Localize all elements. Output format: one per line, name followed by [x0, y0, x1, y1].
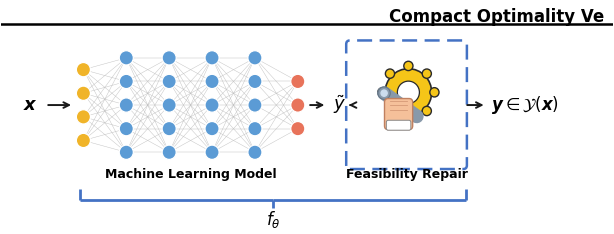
Text: $\boldsymbol{x}$: $\boldsymbol{x}$	[23, 96, 38, 114]
Text: $\boldsymbol{y} \in \mathcal{Y}(\boldsymbol{x})$: $\boldsymbol{y} \in \mathcal{Y}(\boldsym…	[491, 94, 559, 116]
Circle shape	[404, 61, 413, 71]
Circle shape	[76, 133, 90, 148]
Circle shape	[248, 98, 262, 112]
Circle shape	[422, 106, 432, 116]
Circle shape	[119, 121, 133, 136]
Circle shape	[397, 81, 419, 103]
Circle shape	[404, 114, 413, 123]
Circle shape	[205, 51, 219, 65]
Circle shape	[291, 74, 305, 89]
Circle shape	[205, 74, 219, 89]
Circle shape	[162, 145, 176, 159]
Circle shape	[291, 121, 305, 136]
Circle shape	[291, 98, 305, 112]
Circle shape	[381, 90, 387, 96]
Circle shape	[119, 98, 133, 112]
Circle shape	[205, 145, 219, 159]
FancyBboxPatch shape	[384, 99, 413, 130]
Circle shape	[248, 121, 262, 136]
Circle shape	[378, 87, 391, 99]
Circle shape	[119, 51, 133, 65]
FancyBboxPatch shape	[386, 120, 411, 130]
Circle shape	[162, 51, 176, 65]
Circle shape	[162, 121, 176, 136]
Circle shape	[386, 69, 395, 78]
Text: Feasibility Repair: Feasibility Repair	[346, 168, 467, 181]
Circle shape	[422, 69, 432, 78]
Text: Machine Learning Model: Machine Learning Model	[105, 168, 276, 181]
Text: $\tilde{y}$: $\tilde{y}$	[333, 94, 347, 116]
FancyBboxPatch shape	[346, 40, 467, 169]
Circle shape	[162, 74, 176, 89]
Text: $f_{\theta}$: $f_{\theta}$	[266, 209, 281, 230]
Circle shape	[205, 98, 219, 112]
Circle shape	[248, 74, 262, 89]
Circle shape	[248, 51, 262, 65]
Circle shape	[76, 110, 90, 124]
Circle shape	[378, 88, 387, 97]
Circle shape	[430, 88, 439, 97]
Text: Compact Optimality Ve: Compact Optimality Ve	[389, 8, 604, 26]
Circle shape	[205, 121, 219, 136]
Circle shape	[386, 106, 395, 116]
Circle shape	[76, 86, 90, 100]
Circle shape	[76, 62, 90, 77]
Circle shape	[119, 74, 133, 89]
Circle shape	[248, 145, 262, 159]
Circle shape	[162, 98, 176, 112]
Circle shape	[385, 69, 432, 116]
Circle shape	[119, 145, 133, 159]
